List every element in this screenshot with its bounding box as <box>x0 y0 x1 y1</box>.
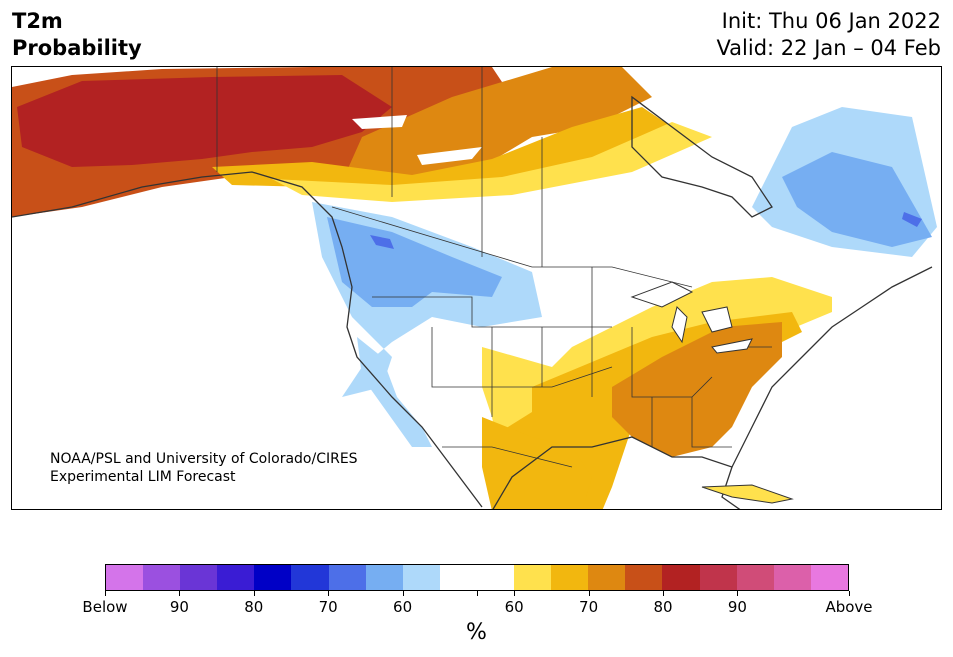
cuba <box>701 484 794 504</box>
quebec-below-80 <box>902 212 922 227</box>
valid-range: Valid: 22 Jan – 04 Feb <box>716 36 941 60</box>
colorbar-tick-label: 80 <box>244 598 264 616</box>
colorbar-segment <box>365 565 403 590</box>
colorbar-tick-mark <box>588 591 590 596</box>
pacific-northwest-below-80 <box>370 235 394 249</box>
title-quantity: Probability <box>12 36 142 60</box>
great-lakes <box>630 281 753 354</box>
colorbar-segment <box>328 565 366 590</box>
lake-michigan <box>671 306 688 344</box>
colorbar-segment <box>699 565 737 590</box>
forecast-dates: Init: Thu 06 Jan 2022 Valid: 22 Jan – 04… <box>716 8 941 62</box>
colorbar-segment <box>106 565 144 590</box>
title-variable: T2m <box>12 9 63 33</box>
lake-erie <box>711 338 753 354</box>
colorbar-tick-mark <box>663 591 664 596</box>
colorbar-tick-label: 90 <box>169 598 189 616</box>
quebec-below-70 <box>782 152 932 247</box>
colorbar-tick-label: 70 <box>318 598 338 616</box>
colorbar-segment <box>291 565 329 590</box>
credit-line-2: Experimental LIM Forecast <box>50 469 236 485</box>
colorbar-tick-label: 80 <box>653 598 673 616</box>
pacific-coast <box>12 171 483 508</box>
southeast-us-above-70 <box>612 322 782 457</box>
colorbar-segment <box>514 565 552 590</box>
map-credit: NOAA/PSL and University of Colorado/CIRE… <box>50 450 358 486</box>
colorbar-tick-label: 60 <box>504 598 524 616</box>
hudson-bay <box>631 95 773 218</box>
alaska-above-80 <box>17 75 392 167</box>
california-below-60 <box>357 337 432 447</box>
colorbar-segment <box>625 565 663 590</box>
pacific-northwest-below-70 <box>327 217 502 307</box>
colorbar-segment <box>476 565 515 590</box>
colorbar-segment <box>810 565 848 590</box>
colorbar-tick-label: 90 <box>727 598 747 616</box>
colorbar-tick-label: 60 <box>393 598 413 616</box>
colorbar <box>105 564 849 591</box>
colorbar-tick-mark <box>105 591 106 596</box>
colorbar-segment <box>736 565 774 590</box>
colorbar-tick-mark <box>253 591 255 596</box>
colorbar-segment <box>551 565 589 590</box>
colorbar-tick-mark <box>849 591 850 596</box>
colorbar-segment <box>402 565 440 590</box>
colorbar-labels: Below 90 80 70 60 60 70 80 90 Above <box>0 598 953 618</box>
province-borders <box>391 67 543 267</box>
colorbar-segment <box>588 565 626 590</box>
colorbar-units: % <box>466 620 487 645</box>
colorbar-segment <box>662 565 700 590</box>
colorbar-tick-mark <box>402 591 404 596</box>
forecast-map: NOAA/PSL and University of Colorado/CIRE… <box>11 66 942 510</box>
us-mexico-border <box>442 446 573 468</box>
great-slave-lake <box>352 115 407 129</box>
colorbar-tick-mark <box>514 591 516 596</box>
map-title: T2m Probability <box>12 8 142 62</box>
lake-superior <box>630 281 694 308</box>
mexico-above-60 <box>482 417 592 509</box>
great-bear-lake <box>417 147 482 165</box>
colorbar-segment <box>773 565 811 590</box>
state-borders <box>216 67 772 468</box>
map-svg <box>12 67 941 509</box>
canada-above-50 <box>272 122 712 202</box>
init-date: Init: Thu 06 Jan 2022 <box>721 9 941 33</box>
colorbar-tick-mark <box>477 591 478 596</box>
colorbar-tick-label: 70 <box>579 598 599 616</box>
credit-line-1: NOAA/PSL and University of Colorado/CIRE… <box>50 451 358 467</box>
colorbar-segment <box>217 565 255 590</box>
colorbar-tick-mark <box>179 591 181 596</box>
colorbar-segment <box>180 565 218 590</box>
colorbar-segment <box>439 565 477 590</box>
colorbar-tick-mark <box>328 591 330 596</box>
colorbar-segment <box>143 565 181 590</box>
colorbar-tick-label: Below <box>82 598 128 616</box>
atlantic-coast <box>731 266 933 468</box>
colorbar-ticks <box>0 591 953 597</box>
lake-huron <box>701 306 733 333</box>
coastlines <box>12 95 933 509</box>
colorbar-tick-label: Above <box>825 598 873 616</box>
us-canada-border <box>331 206 693 288</box>
colorbar-tick-mark <box>737 591 739 596</box>
colorbar-segment <box>254 565 292 590</box>
